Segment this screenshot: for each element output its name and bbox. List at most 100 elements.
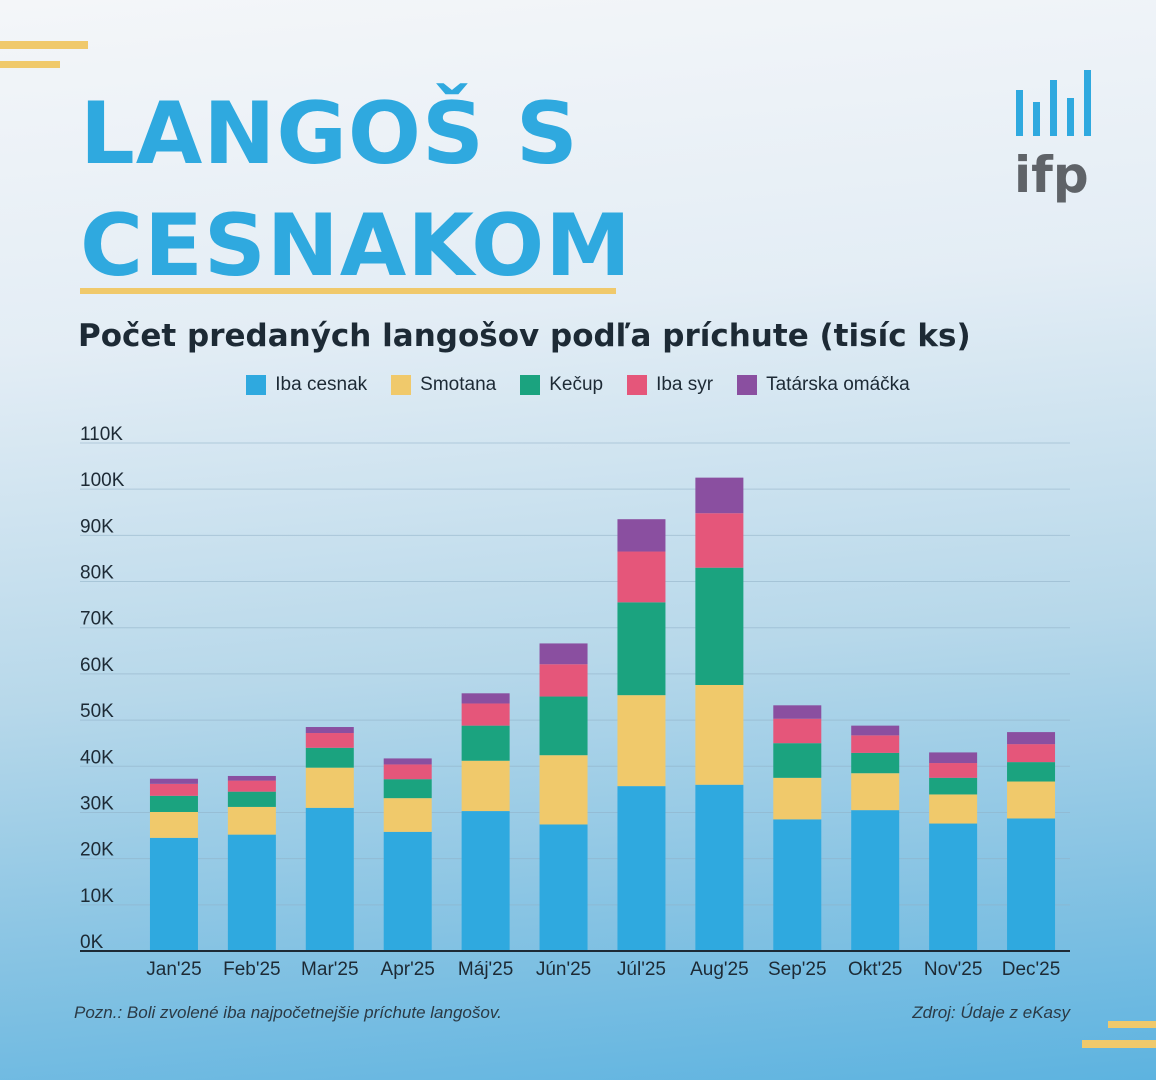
bar-kecup-feb-25 — [227, 791, 276, 807]
bar-kecup-jan-25 — [149, 795, 198, 812]
bar-tatarska-omacka-aug-25 — [695, 477, 744, 514]
y-tick-label: 30K — [80, 793, 114, 814]
legend-swatch-iba-cesnak — [246, 375, 267, 395]
legend-item-iba-syr: Iba syr — [627, 374, 713, 396]
legend-item-smotana: Smotana — [391, 374, 496, 396]
bar-iba-cesnak-maj-25 — [461, 811, 510, 951]
legend-swatch-kecup — [520, 375, 541, 395]
bar-smotana-feb-25 — [227, 806, 276, 835]
bar-iba-syr-sep-25 — [773, 718, 822, 744]
bar-kecup-nov-25 — [929, 777, 978, 795]
bar-smotana-dec-25 — [1007, 781, 1056, 819]
bar-iba-syr-dec-25 — [1007, 744, 1056, 763]
bar-tatarska-omacka-apr-25 — [383, 758, 432, 765]
y-tick-label: 100K — [80, 470, 125, 491]
logo-text: ifp — [1014, 146, 1089, 204]
bar-smotana-maj-25 — [461, 760, 510, 812]
bar-tatarska-omacka-feb-25 — [227, 775, 276, 781]
y-tick-label: 60K — [80, 655, 114, 676]
x-tick-label: Jan'25 — [146, 959, 201, 980]
decor-stripe-bottom-2 — [1082, 1040, 1156, 1048]
bar-kecup-dec-25 — [1007, 762, 1056, 782]
x-tick-label: Mar'25 — [301, 959, 358, 980]
bar-iba-cesnak-dec-25 — [1007, 818, 1056, 951]
bar-kecup-okt-25 — [851, 752, 900, 774]
bar-tatarska-omacka-nov-25 — [929, 752, 978, 764]
bar-smotana-jun-25 — [539, 755, 588, 825]
bars — [149, 477, 1056, 951]
bar-smotana-apr-25 — [383, 798, 432, 832]
bar-tatarska-omacka-jul-25 — [617, 519, 666, 552]
bar-iba-cesnak-jul-25 — [617, 786, 666, 951]
bar-iba-syr-okt-25 — [851, 735, 900, 753]
legend-item-tatarska-omacka: Tatárska omáčka — [737, 374, 910, 396]
y-axis-tick-labels: 0K 10K 20K 30K 40K 50K 60K 70K 80K 90K 100K 110K — [80, 424, 125, 953]
x-tick-label: Máj'25 — [458, 959, 513, 980]
footnote: Pozn.: Boli zvolené iba najpočetnejšie p… — [74, 1003, 502, 1022]
legend-label-tatarska-omacka: Tatárska omáčka — [766, 374, 910, 395]
bar-iba-syr-jul-25 — [617, 551, 666, 603]
bar-iba-cesnak-okt-25 — [851, 810, 900, 951]
bar-tatarska-omacka-jan-25 — [149, 778, 198, 784]
stacked-bar-chart: 0K 10K 20K 30K 40K 50K 60K 70K 80K 90K 100K 110K Ja… — [80, 424, 1070, 980]
y-tick-label: 20K — [80, 840, 114, 861]
legend-item-kecup: Kečup — [520, 374, 603, 396]
bar-tatarska-omacka-maj-25 — [461, 693, 510, 704]
y-tick-label: 90K — [80, 516, 114, 537]
x-tick-label: Aug'25 — [690, 959, 749, 980]
x-axis-tick-labels: Jan'25 Feb'25 Mar'25 Apr'25 Máj'25 Jún'25 Júl'… — [146, 959, 1060, 980]
legend-swatch-tatarska-omacka — [737, 375, 758, 395]
y-tick-label: 40K — [80, 747, 114, 768]
bar-iba-syr-nov-25 — [929, 763, 978, 778]
bar-kecup-apr-25 — [383, 779, 432, 799]
bar-iba-syr-maj-25 — [461, 703, 510, 726]
bar-iba-syr-feb-25 — [227, 780, 276, 792]
y-tick-label: 10K — [80, 886, 114, 907]
y-tick-label: 70K — [80, 609, 114, 630]
bar-iba-cesnak-mar-25 — [305, 807, 354, 951]
title-underline — [80, 288, 616, 294]
bar-tatarska-omacka-jun-25 — [539, 643, 588, 665]
bar-smotana-mar-25 — [305, 767, 354, 808]
legend-label-iba-cesnak: Iba cesnak — [275, 374, 368, 395]
decor-stripe-top-1 — [0, 41, 88, 49]
bar-iba-cesnak-sep-25 — [773, 819, 822, 951]
bar-iba-cesnak-aug-25 — [695, 784, 744, 951]
x-tick-label: Okt'25 — [848, 959, 902, 980]
bar-iba-syr-jan-25 — [149, 783, 198, 796]
x-tick-label: Nov'25 — [924, 959, 983, 980]
x-tick-label: Dec'25 — [1002, 959, 1061, 980]
bar-kecup-maj-25 — [461, 725, 510, 761]
bar-kecup-aug-25 — [695, 567, 744, 685]
x-tick-label: Sep'25 — [768, 959, 827, 980]
legend-swatch-smotana — [391, 375, 412, 395]
legend-item-iba-cesnak: Iba cesnak — [246, 374, 367, 396]
bar-iba-syr-apr-25 — [383, 764, 432, 780]
bar-kecup-jun-25 — [539, 696, 588, 756]
x-tick-label: Apr'25 — [381, 959, 435, 980]
bar-iba-cesnak-jun-25 — [539, 824, 588, 951]
bar-kecup-sep-25 — [773, 743, 822, 778]
bar-iba-syr-jun-25 — [539, 664, 588, 697]
source-note: Zdroj: Údaje z eKasy — [912, 1003, 1070, 1022]
y-tick-label: 110K — [80, 424, 123, 445]
bar-tatarska-omacka-sep-25 — [773, 705, 822, 719]
bar-tatarska-omacka-okt-25 — [851, 725, 900, 736]
bar-tatarska-omacka-dec-25 — [1007, 732, 1056, 745]
bar-iba-cesnak-jan-25 — [149, 837, 198, 951]
y-tick-label: 50K — [80, 701, 114, 722]
x-tick-label: Jún'25 — [536, 959, 591, 980]
x-tick-label: Júl'25 — [617, 959, 666, 980]
legend-label-smotana: Smotana — [420, 374, 497, 395]
x-tick-label: Feb'25 — [223, 959, 281, 980]
bar-iba-cesnak-nov-25 — [929, 823, 978, 951]
bar-iba-syr-mar-25 — [305, 733, 354, 748]
bar-smotana-jul-25 — [617, 695, 666, 787]
legend-swatch-iba-syr — [627, 375, 648, 395]
decor-stripe-bottom-1 — [1108, 1021, 1156, 1028]
legend-label-iba-syr: Iba syr — [656, 374, 714, 395]
main-title-line2: CESNAKOM — [80, 196, 632, 296]
bar-smotana-jan-25 — [149, 811, 198, 838]
bar-kecup-jul-25 — [617, 602, 666, 696]
ifp-logo: ifp — [1014, 70, 1091, 204]
